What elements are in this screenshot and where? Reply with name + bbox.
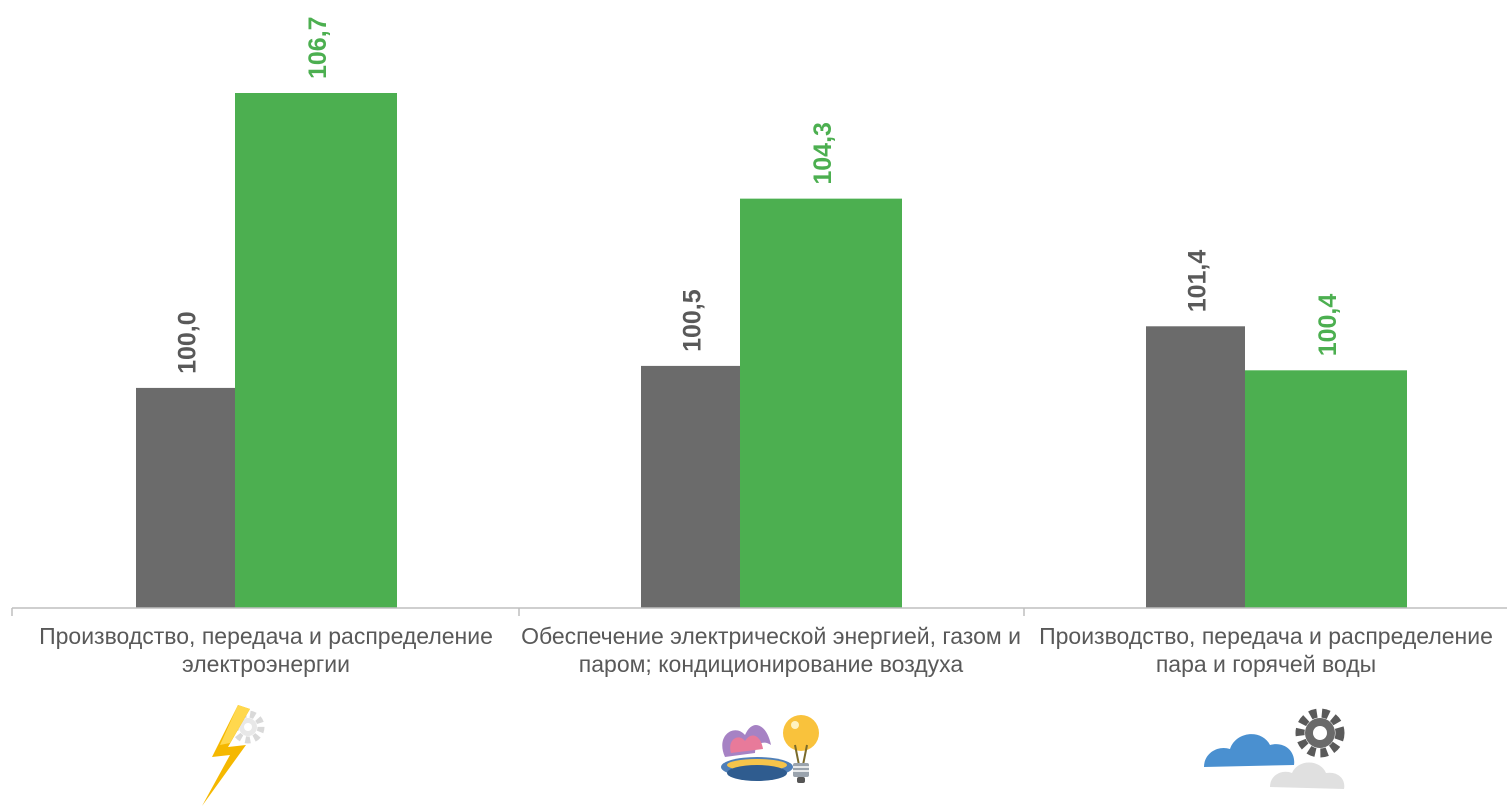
bar [235,93,397,608]
data-label: 104,3 [809,122,837,185]
data-label: 101,4 [1184,250,1212,313]
bar [1245,370,1407,608]
bar [1146,326,1245,608]
bar [136,387,235,608]
cloud-gear-icon [1200,705,1350,806]
lightning-gear-icon [190,705,340,806]
value-labels-group: 100,0 100,5 101,4 106,7 104,3 100,4 [174,16,1343,373]
data-label: 100,5 [679,289,707,352]
gas-burner-lightbulb-icon [715,705,865,806]
x-tick-label: Производство, передача и распределение п… [1039,623,1493,677]
bars-group [136,93,1407,608]
x-tick-label: Производство, передача и распределение э… [39,623,493,677]
data-label: 100,0 [174,311,202,374]
x-tick-label: Обеспечение электрической энергией, газо… [521,623,1021,677]
data-label: 100,4 [1314,294,1342,357]
data-label: 106,7 [304,16,332,79]
bar [740,198,902,608]
bar [641,365,740,608]
